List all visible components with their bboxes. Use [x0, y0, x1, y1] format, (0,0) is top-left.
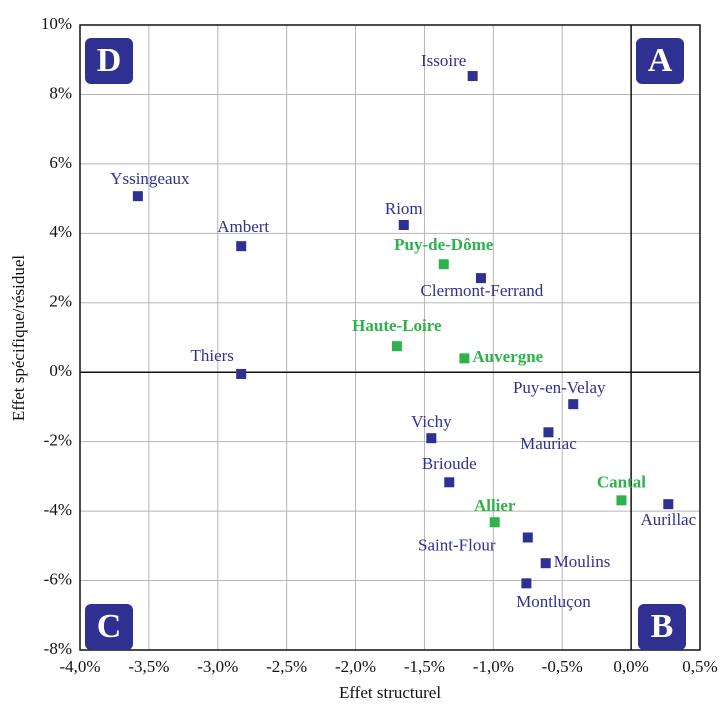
quadrant-letter: C — [97, 608, 122, 645]
quadrant-letter: A — [648, 42, 673, 79]
point — [398, 220, 409, 230]
point-label: Mauriac — [520, 434, 577, 453]
x-tick-label: -2,5% — [266, 657, 307, 676]
x-axis-label: Effet structurel — [339, 683, 441, 702]
point — [459, 353, 470, 364]
y-tick-label: 4% — [49, 222, 72, 241]
point — [426, 433, 437, 444]
y-tick-label: -8% — [44, 639, 72, 658]
point — [616, 495, 627, 506]
quadrant-box — [638, 604, 686, 650]
point-label: Ambert — [217, 217, 269, 236]
x-tick-label: -4,0% — [59, 657, 100, 676]
x-tick-label: -1,5% — [404, 657, 445, 676]
x-tick-label: -2,0% — [335, 657, 376, 676]
point-label: Clermont-Ferrand — [421, 281, 544, 300]
point — [444, 477, 455, 488]
x-tick-label: -3,5% — [128, 657, 169, 676]
point — [236, 241, 247, 252]
point — [489, 517, 500, 528]
point — [663, 499, 674, 510]
quadrant-box — [85, 604, 133, 650]
y-tick-label: 0% — [49, 361, 72, 380]
x-tick-label: 0,0% — [613, 657, 648, 676]
point-label: Saint-Flour — [418, 535, 496, 554]
quadrant-letter: D — [97, 42, 122, 79]
point-label: Issoire — [421, 51, 466, 70]
point — [521, 578, 532, 589]
point — [236, 368, 247, 379]
y-tick-label: 6% — [49, 153, 72, 172]
quadrant-letter: B — [651, 608, 674, 645]
point — [475, 273, 486, 284]
point-label: Allier — [474, 496, 516, 515]
y-tick-label: 8% — [49, 83, 72, 102]
y-tick-label: 10% — [41, 14, 72, 33]
quadrant-box — [85, 38, 133, 84]
point-label: Puy-en-Velay — [513, 378, 606, 397]
point — [132, 191, 143, 202]
point-label: Thiers — [190, 346, 233, 365]
y-tick-label: 2% — [49, 292, 72, 311]
point-label: Haute-Loire — [352, 316, 442, 335]
y-tick-label: -4% — [44, 500, 72, 519]
x-tick-label: 0,5% — [682, 657, 717, 676]
point-label: Puy-de-Dôme — [394, 235, 494, 254]
point — [522, 532, 533, 543]
x-tick-label: -1,0% — [473, 657, 514, 676]
point — [568, 399, 579, 410]
point-label: Auvergne — [472, 347, 543, 366]
point-label: Montluçon — [516, 592, 591, 611]
point-label: Aurillac — [640, 510, 696, 529]
point-label: Vichy — [411, 412, 452, 431]
x-tick-label: -3,0% — [197, 657, 238, 676]
quadrant-box — [636, 38, 684, 84]
point — [543, 427, 554, 438]
y-tick-label: -6% — [44, 569, 72, 588]
point-label: Riom — [385, 199, 423, 218]
point — [438, 259, 449, 270]
y-axis-label: Effet spécifique/résiduel — [9, 255, 28, 422]
point — [391, 341, 402, 352]
point — [540, 558, 551, 569]
y-tick-label: -2% — [44, 431, 72, 450]
x-tick-label: -0,5% — [542, 657, 583, 676]
plot-frame — [79, 24, 701, 651]
point — [467, 71, 478, 82]
point-label: Moulins — [554, 552, 611, 571]
point-label: Cantal — [597, 472, 646, 491]
point-label: Yssingeaux — [110, 169, 190, 188]
point-label: Brioude — [422, 454, 477, 473]
